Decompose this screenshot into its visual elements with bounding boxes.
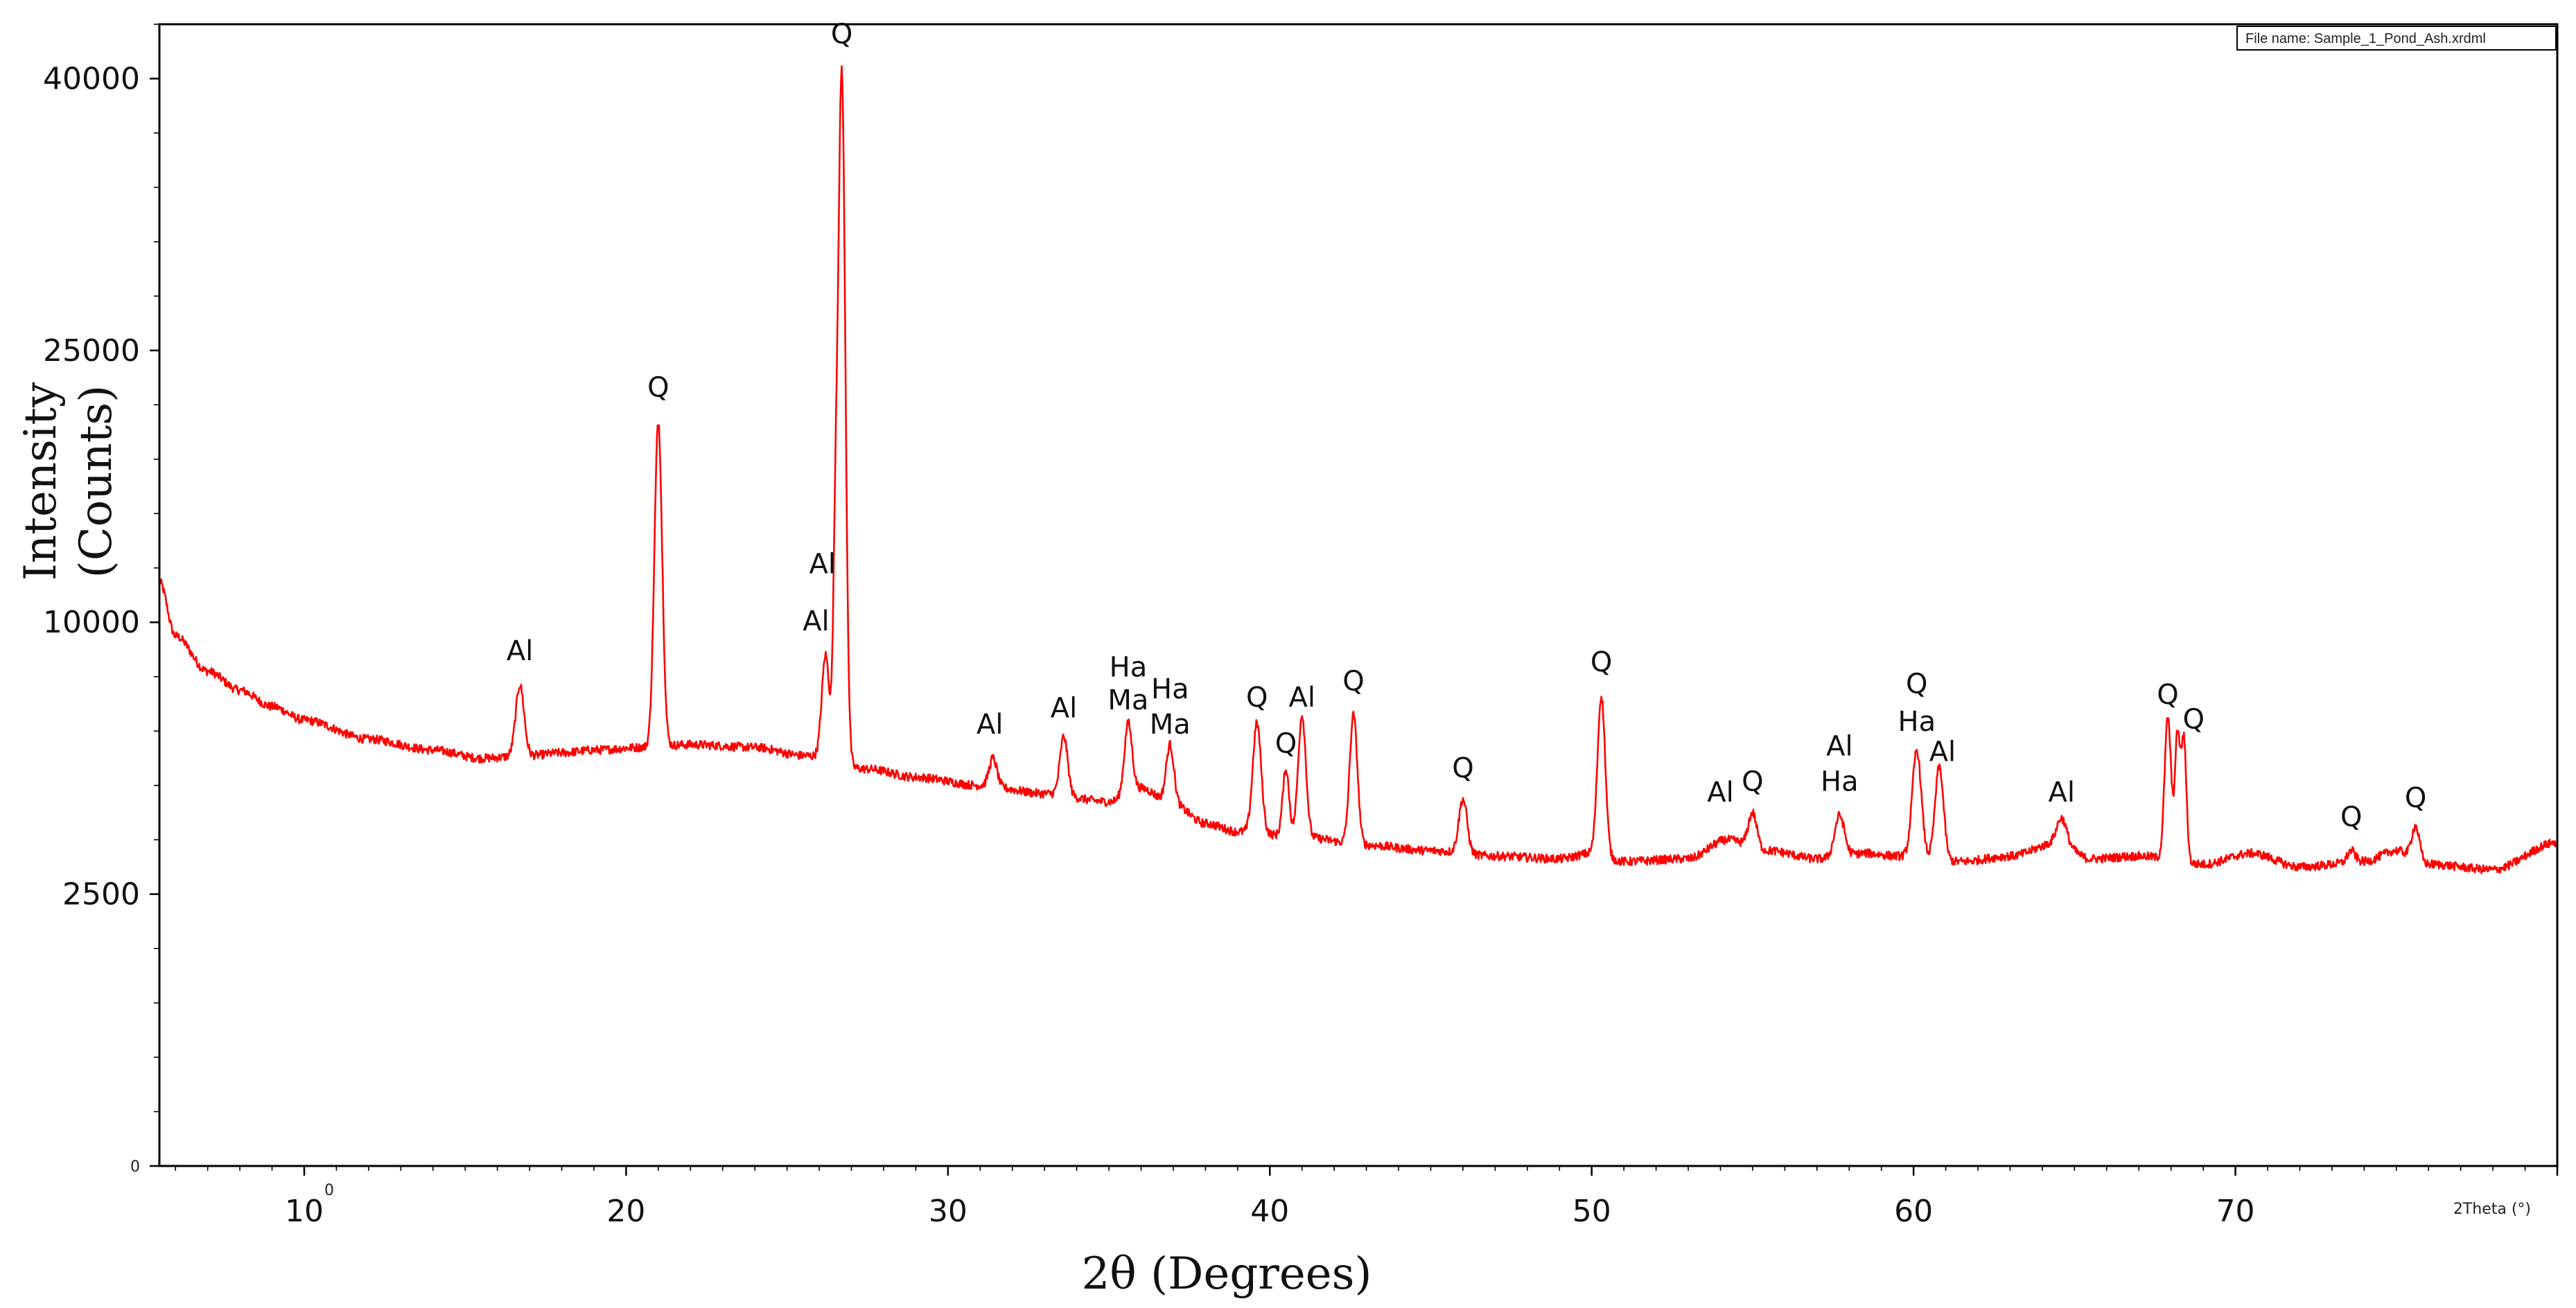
file-name-label: File name: Sample_1_Pond_Ash.xrdml [2245, 31, 2486, 46]
x-tick-label: 30 [929, 1194, 967, 1229]
peak-label: Al [803, 606, 829, 637]
series-line [158, 65, 2558, 874]
peak-label: Ma [1150, 709, 1191, 741]
y-tick-label: 25000 [43, 333, 140, 369]
x-tick-label: 20 [606, 1194, 645, 1229]
file-name-box: File name: Sample_1_Pond_Ash.xrdml [2236, 26, 2557, 51]
x-tick-label: 40 [1250, 1194, 1289, 1229]
y-axis-title: Intensity (Counts) [15, 382, 122, 581]
plot-frame [158, 23, 2559, 1167]
peak-label: Q [2182, 703, 2204, 735]
file-name-frame [2236, 26, 2557, 51]
peak-label: Al [809, 549, 835, 581]
peak-label: Q [1906, 668, 1927, 700]
x-tick-label: 10 [285, 1194, 324, 1229]
peak-label: Q [1591, 646, 1612, 678]
x-tick-label: 60 [1894, 1194, 1933, 1229]
peak-label: Al [976, 709, 1003, 741]
peak-label: Ha [1151, 673, 1189, 705]
peak-label: Q [1452, 752, 1473, 784]
peak-label: Al [2049, 777, 2075, 808]
peak-label: Al [1051, 693, 1077, 725]
peak-label: Al [1288, 682, 1315, 714]
x-tick-label: 70 [2216, 1194, 2255, 1229]
series-group [158, 65, 2558, 874]
x-origin-label: 0 [324, 1182, 334, 1199]
peak-label: Q [1742, 766, 1763, 798]
peak-label: Ma [1107, 684, 1148, 716]
peak-label: Ha [1110, 652, 1148, 684]
peak-label: Al [1929, 736, 1956, 768]
y-axis-title-line-1: Intensity [15, 382, 67, 581]
peak-label: Q [2340, 802, 2362, 833]
y-tick-label: 2500 [62, 877, 140, 912]
y-axis: 0 2500 10000 25000 40000 [43, 24, 159, 1176]
peak-label: Al [507, 635, 533, 667]
x-axis: 10 20 30 40 50 60 70 0 [175, 1166, 2559, 1229]
x-tick-label: 50 [1572, 1194, 1611, 1229]
peak-label: Q [2405, 782, 2426, 814]
y-tick-label: 0 [130, 1158, 140, 1176]
y-tick-label: 40000 [43, 61, 140, 96]
peak-label: Al [1826, 731, 1852, 763]
y-axis-title-line-2: (Counts) [71, 385, 122, 578]
peak-label: Q [831, 18, 852, 50]
peak-label: Q [1246, 682, 1268, 714]
peak-label: Q [2157, 679, 2178, 711]
peak-label: Q [647, 372, 669, 404]
x-unit-label: 2Theta (°) [2453, 1201, 2531, 1218]
y-tick-label: 10000 [43, 605, 140, 640]
x-axis-title: 2θ (Degrees) [1082, 1248, 1372, 1300]
peak-label: Ha [1821, 766, 1859, 798]
peak-label: Q [1275, 728, 1297, 760]
peak-label: Q [1342, 665, 1364, 697]
peak-label: Ha [1898, 706, 1936, 738]
peak-label: Al [1707, 777, 1733, 808]
